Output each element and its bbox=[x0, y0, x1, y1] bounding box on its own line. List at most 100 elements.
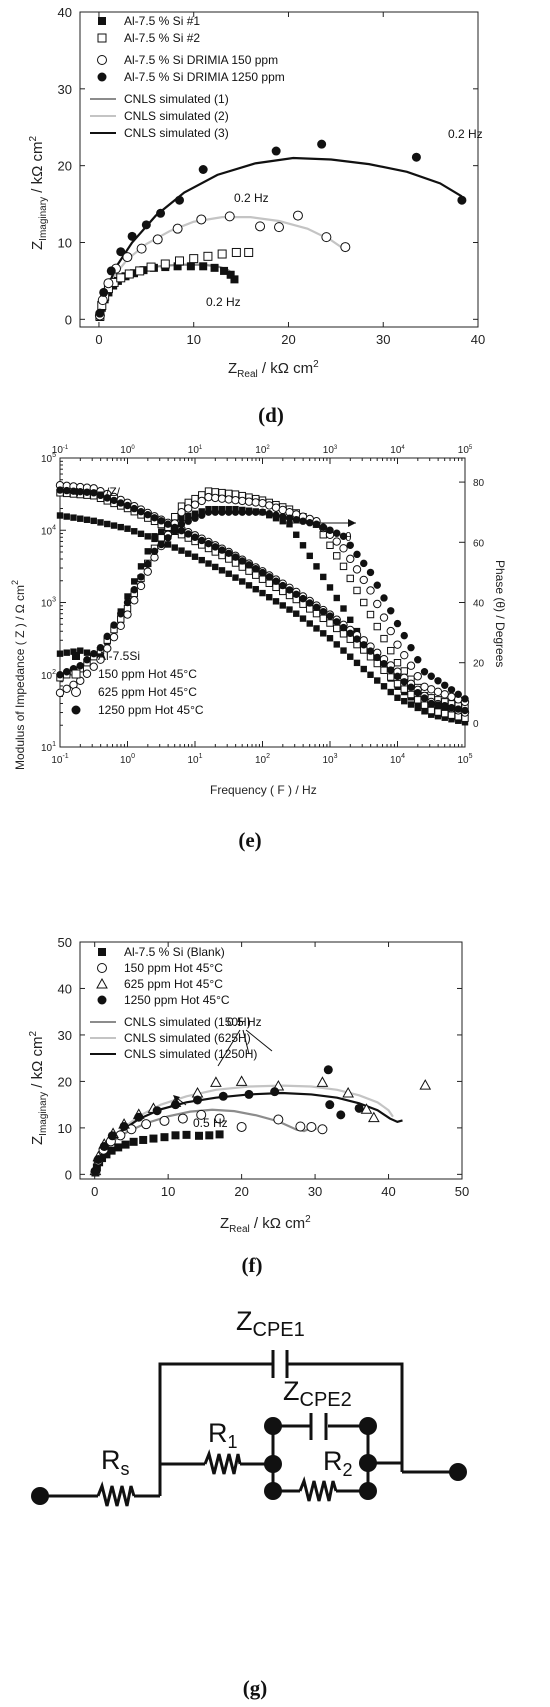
modulus-point bbox=[110, 522, 118, 529]
modulus-point bbox=[319, 614, 327, 623]
modulus-point bbox=[272, 598, 280, 605]
data-point bbox=[129, 1137, 138, 1146]
legend-marker bbox=[97, 995, 107, 1005]
phase-point bbox=[157, 534, 165, 542]
phase-point bbox=[178, 515, 185, 522]
legend-marker bbox=[98, 948, 106, 956]
phase-point bbox=[380, 594, 388, 602]
resistor-r2 bbox=[298, 1476, 338, 1502]
modulus-point bbox=[245, 561, 253, 569]
phase-point bbox=[461, 695, 469, 703]
data-point bbox=[230, 275, 239, 284]
phase-point bbox=[313, 563, 320, 570]
phase-point bbox=[293, 531, 300, 538]
modulus-point bbox=[387, 666, 395, 674]
data-point bbox=[102, 1150, 111, 1159]
modulus-point bbox=[312, 609, 321, 618]
phase-point bbox=[96, 643, 105, 652]
modulus-point bbox=[144, 533, 151, 540]
data-point bbox=[173, 262, 182, 271]
phase-point bbox=[90, 649, 98, 658]
modulus-point bbox=[56, 512, 64, 519]
data-point bbox=[182, 1130, 191, 1139]
modulus-point bbox=[326, 612, 334, 620]
modulus-point bbox=[347, 653, 354, 660]
modulus-point bbox=[393, 672, 402, 681]
data-point bbox=[273, 1114, 284, 1125]
plot-area-e: 10-1 10-1 100 100 101 101 102 102 103 103 104 104 10… bbox=[41, 445, 485, 766]
data-point bbox=[196, 1109, 207, 1120]
y-tick-label: 30 bbox=[58, 1028, 72, 1043]
phase-point bbox=[231, 495, 240, 505]
modulus-point bbox=[178, 547, 185, 554]
data-point bbox=[218, 1091, 228, 1101]
x-tick-label: 101 bbox=[187, 753, 202, 766]
phase-point bbox=[346, 541, 354, 550]
phase-point bbox=[393, 640, 402, 649]
modulus-point bbox=[272, 577, 280, 585]
modulus-point bbox=[225, 549, 233, 557]
phase-point bbox=[157, 540, 165, 549]
phase-point bbox=[197, 496, 206, 506]
modulus-point bbox=[400, 685, 408, 693]
phase-point bbox=[326, 584, 334, 591]
x-tick-label: 0 bbox=[91, 1184, 98, 1199]
data-point bbox=[149, 1134, 158, 1143]
series-1250-ppm-hot-45-c bbox=[90, 1065, 364, 1176]
panel-label-g: (g) bbox=[242, 1676, 268, 1700]
data-point bbox=[103, 278, 114, 289]
phase-point bbox=[198, 508, 205, 515]
data-point bbox=[419, 1079, 432, 1090]
modulus-point bbox=[137, 530, 145, 538]
nyquist-chart-f: Al-7.5 % Si (Blank) 150 ppm Hot 45°C 625 p… bbox=[28, 935, 469, 1235]
phase-point bbox=[380, 634, 388, 643]
phase-point bbox=[320, 573, 327, 581]
phase-point bbox=[406, 661, 416, 670]
x-tick-label: 30 bbox=[308, 1184, 322, 1199]
phase-point bbox=[171, 513, 179, 521]
phase-point bbox=[191, 510, 199, 517]
legend-label: 1250 ppm Hot 45°C bbox=[124, 993, 230, 1007]
curve-cnls-simulated-1- bbox=[97, 263, 235, 320]
modulus-point bbox=[265, 579, 273, 587]
phase-point bbox=[339, 562, 348, 571]
data-point bbox=[271, 146, 281, 156]
phase-point bbox=[339, 532, 348, 540]
phase-point bbox=[252, 508, 260, 516]
annotation-f-upper: 0.5 Hz bbox=[217, 1015, 273, 1067]
data-point bbox=[156, 208, 166, 218]
phase-point bbox=[110, 621, 118, 629]
phase-point bbox=[198, 511, 206, 519]
legend-label: 625 ppm Hot 45°C bbox=[124, 977, 223, 991]
phase-point bbox=[244, 497, 254, 506]
phase-point bbox=[366, 610, 375, 619]
resistor-r1 bbox=[203, 1449, 242, 1475]
series-al-7-5-si-drimia-1250-ppm bbox=[95, 139, 467, 318]
legend-label: Al-7.5 % Si DRIMIA 1250 ppm bbox=[124, 70, 285, 84]
label-r1: R1 bbox=[208, 1418, 238, 1452]
x-tick-label: 20 bbox=[281, 332, 295, 347]
modulus-point bbox=[340, 647, 347, 654]
modulus-point bbox=[320, 630, 327, 637]
data-point bbox=[255, 221, 266, 232]
phase-point bbox=[373, 599, 382, 609]
data-point bbox=[411, 152, 421, 162]
phase-point bbox=[117, 610, 125, 618]
x-tick-label-top: 100 bbox=[120, 445, 135, 456]
nyquist-chart-d: Al-7.5 % Si #1 Al-7.5 % Si #2 Al-7.5 % Si … bbox=[28, 5, 485, 380]
x-tick-label: 50 bbox=[455, 1184, 469, 1199]
y-tick-label: 102 bbox=[41, 669, 56, 682]
modulus-point bbox=[238, 557, 246, 565]
modulus-point bbox=[117, 499, 125, 507]
phase-point bbox=[225, 508, 233, 516]
data-point bbox=[95, 308, 105, 318]
x-tick-label-top: 101 bbox=[188, 445, 203, 456]
junction-top-right bbox=[359, 1417, 377, 1435]
modulus-point bbox=[177, 526, 186, 535]
data-point bbox=[360, 1103, 373, 1114]
modulus-point bbox=[258, 575, 267, 583]
legend-marker bbox=[97, 33, 107, 43]
plot-frame bbox=[79, 11, 479, 328]
modulus-point bbox=[231, 553, 240, 561]
modulus-point bbox=[393, 680, 402, 688]
